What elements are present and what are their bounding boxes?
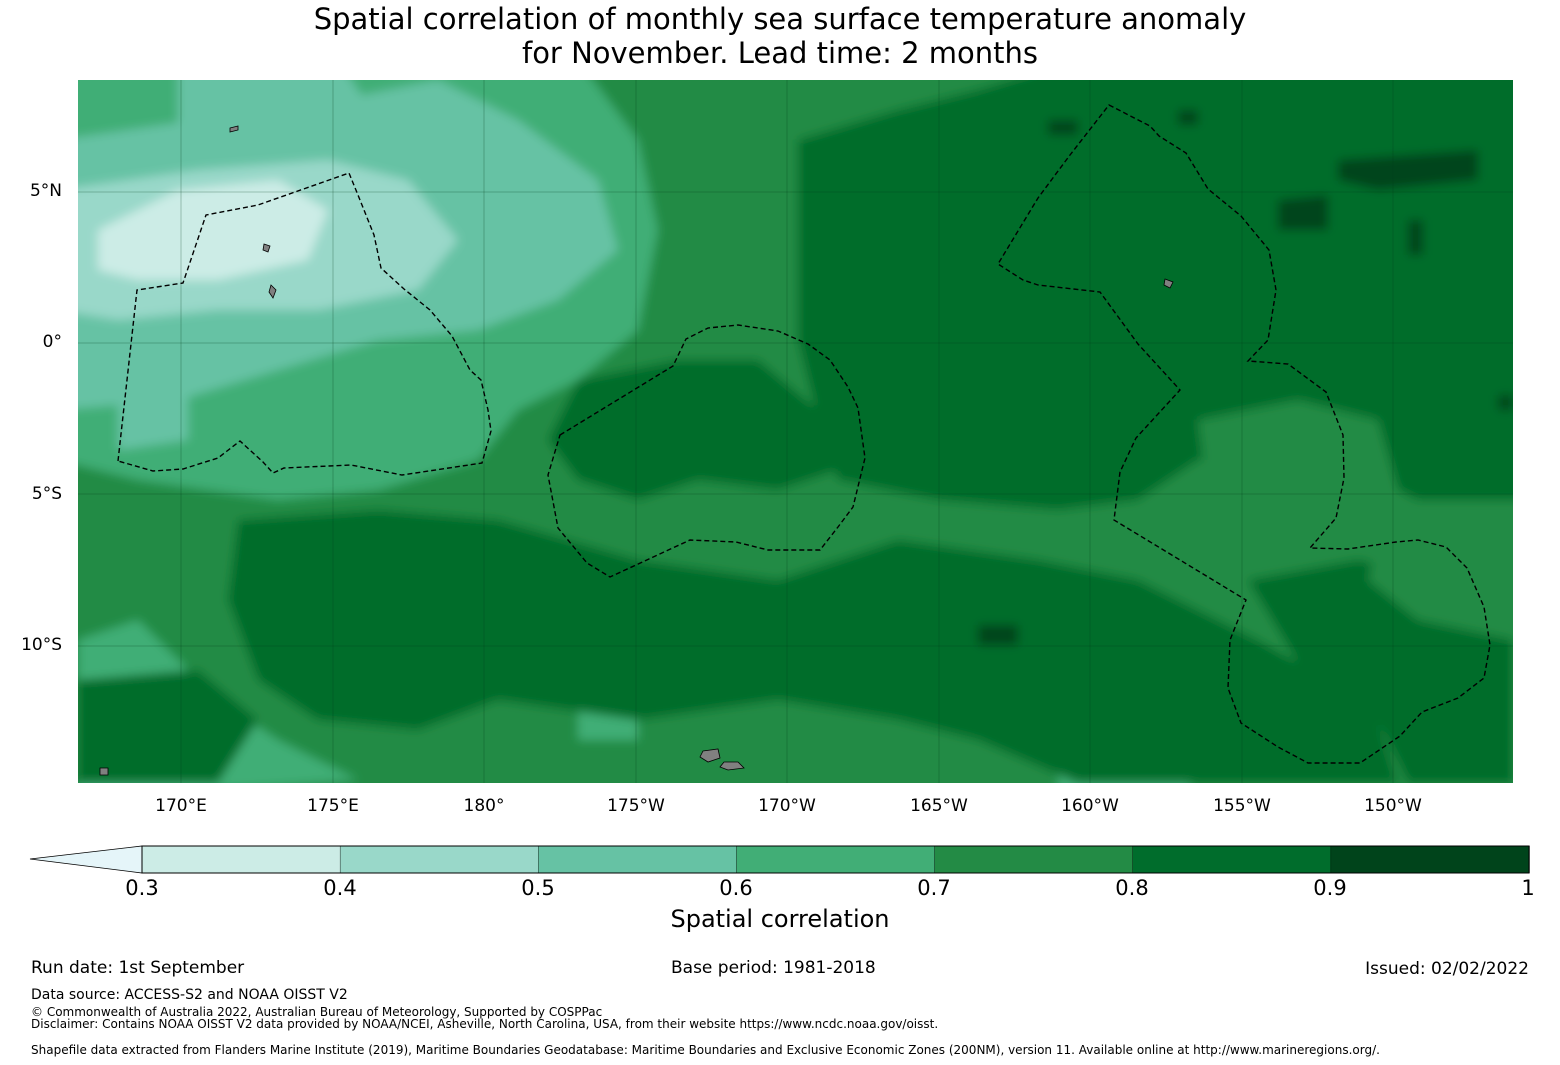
field-0.9-south [978, 625, 1018, 645]
lon-label-175e: 175°E [307, 796, 359, 816]
correlation-field [78, 80, 1513, 783]
run-date: Run date: 1st September [31, 958, 245, 978]
colorbar-segment-0.4 [339, 845, 539, 874]
field-0.5-pocket [118, 370, 188, 450]
colorbar-tick-0-8: 0.8 [1115, 876, 1149, 900]
colorbar-segment-0.7 [934, 845, 1134, 874]
eez-boundary-line-islands-north [997, 104, 1491, 764]
field-0.7-east-pocket [1198, 400, 1398, 540]
lon-label-170e: 170°E [155, 796, 207, 816]
lon-label-165w: 165°W [910, 796, 968, 816]
land-island-small-3 [262, 243, 271, 253]
lon-label-170w: 170°W [758, 796, 816, 816]
colorbar-tick-0-5: 0.5 [521, 876, 555, 900]
copyright: © Commonwealth of Australia 2022, Austra… [31, 1005, 603, 1019]
lon-label-155w: 155°W [1213, 796, 1271, 816]
lon-label-150w: 150°W [1364, 796, 1422, 816]
field-0.9-east-2 [1408, 220, 1423, 255]
graticule [78, 80, 1513, 783]
shapefile-credit: Shapefile data extracted from Flanders M… [31, 1043, 1380, 1057]
field-0.5-north [178, 80, 378, 140]
field-0.8-east [798, 80, 1513, 510]
colorbar-tick-1: 1 [1521, 876, 1535, 900]
colorbar-frame [141, 845, 1530, 874]
colorbar-segments [141, 845, 1530, 874]
colorbar-tick-0-6: 0.6 [719, 876, 753, 900]
field-0.7-east-edge [1368, 540, 1513, 640]
colorbar-segment-0.3 [141, 845, 341, 874]
colorbar-segment-0.6 [736, 845, 936, 874]
field-0.9-edge [1498, 395, 1513, 410]
field-0.9-northeast [1338, 150, 1478, 190]
land-samoa-upolu [699, 748, 721, 763]
land-samoa-savaii [719, 761, 745, 771]
data-source: Data source: ACCESS-S2 and NOAA OISST V2 [31, 987, 348, 1003]
lat-label-10s: 10°S [21, 635, 62, 655]
title-line-1: Spatial correlation of monthly sea surfa… [313, 2, 1247, 36]
lat-label-0: 0° [42, 332, 62, 352]
lat-label-5n: 5°N [29, 181, 62, 201]
land-masses [99, 125, 1174, 776]
correlation-map [78, 80, 1513, 783]
colorbar-tick-0-7: 0.7 [917, 876, 951, 900]
land-island-small-5 [229, 125, 239, 133]
colorbar-label: Spatial correlation [670, 905, 890, 933]
colorbar-segment-0.8 [1132, 845, 1332, 874]
map-canvas [78, 80, 1513, 783]
land-island-small-4 [268, 284, 277, 299]
land-island-small-2 [99, 767, 109, 776]
field-0.8-south [228, 510, 1398, 783]
colorbar-segment-0.9 [1330, 845, 1530, 874]
field-0.9-north-2 [1048, 120, 1078, 135]
field-0.9-east-1 [1278, 195, 1328, 230]
title-line-2: for November. Lead time: 2 months [521, 36, 1039, 70]
colorbar-tick-0-3: 0.3 [125, 876, 159, 900]
field-0.3 [98, 180, 328, 280]
map-title: Spatial correlation of monthly sea surfa… [0, 2, 1560, 70]
colorbar-tick-0-4: 0.4 [323, 876, 357, 900]
eez-boundary-tokelau-region [547, 324, 866, 578]
field-0.8-southwest [78, 670, 258, 783]
lat-label-5s: 5°S [31, 484, 62, 504]
field-0.8-central [548, 360, 838, 500]
issued-date: Issued: 02/02/2022 [1365, 959, 1529, 979]
field-0.9-north [1178, 110, 1198, 125]
eez-boundaries [117, 104, 1491, 764]
lon-label-180: 180° [463, 796, 505, 816]
base-period: Base period: 1981-2018 [671, 958, 876, 978]
land-island-small-1 [1163, 278, 1174, 289]
lon-label-175w: 175°W [607, 796, 665, 816]
disclaimer: Disclaimer: Contains NOAA OISST V2 data … [31, 1017, 939, 1031]
colorbar-segment-0.5 [538, 845, 738, 874]
lon-label-160w: 160°W [1061, 796, 1119, 816]
colorbar-tick-0-9: 0.9 [1313, 876, 1347, 900]
eez-boundary-tuvalu-kiribati-west [117, 172, 492, 476]
colorbar [29, 845, 1530, 874]
colorbar-extend-min [29, 845, 143, 874]
